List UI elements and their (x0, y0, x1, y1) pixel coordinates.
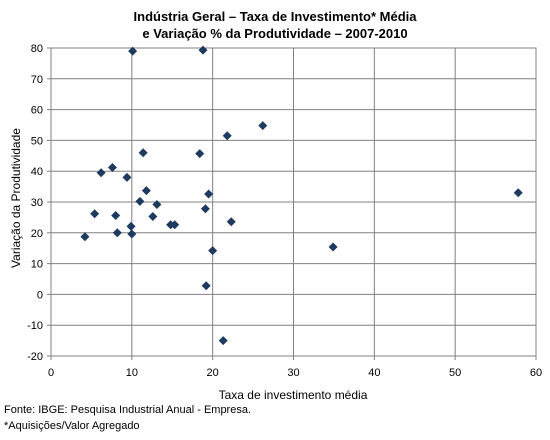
y-tick-label: 10 (31, 259, 43, 271)
chart-title-line-2: e Variação % da Produtividade – 2007-201… (142, 26, 407, 41)
data-point (127, 229, 137, 239)
footnote-asterisk: *Aquisições/Valor Agregado (4, 420, 140, 432)
data-point (513, 188, 523, 198)
y-tick-label: 0 (37, 289, 43, 301)
x-tick-label: 0 (48, 367, 54, 379)
data-point (111, 211, 121, 221)
data-point (126, 221, 136, 231)
data-point (152, 199, 162, 209)
data-point (226, 217, 236, 227)
y-tick-label: -20 (27, 351, 43, 363)
x-tick-label: 20 (207, 367, 219, 379)
data-point (112, 228, 122, 238)
data-point (148, 211, 158, 221)
data-point (208, 246, 218, 256)
data-point (107, 163, 117, 173)
data-point (135, 196, 145, 206)
data-point (328, 242, 338, 252)
y-tick-label: 20 (31, 228, 43, 240)
y-tick-label: 30 (31, 197, 43, 209)
x-tick-label: 30 (287, 367, 299, 379)
data-point (96, 168, 106, 178)
x-tick-label: 40 (368, 367, 380, 379)
x-axis-label: Taxa de investimento média (219, 388, 368, 402)
gridlines (47, 47, 537, 360)
y-tick-label: 50 (31, 135, 43, 147)
data-point (204, 189, 214, 199)
data-point (201, 281, 211, 291)
data-point (80, 232, 90, 242)
data-point (218, 336, 228, 346)
y-axis-label: Variação da Produtividade (9, 128, 23, 268)
data-point (258, 121, 268, 131)
x-tick-label: 50 (449, 367, 461, 379)
data-points (80, 45, 523, 346)
data-point (138, 148, 148, 158)
data-point (200, 204, 210, 214)
y-tick-label: -10 (27, 320, 43, 332)
data-point (222, 131, 232, 141)
y-tick-label: 40 (31, 166, 43, 178)
x-tick-label: 10 (126, 367, 138, 379)
data-point (90, 209, 100, 219)
y-tick-label: 70 (31, 74, 43, 86)
data-point (170, 220, 180, 230)
chart-title-line-1: Indústria Geral – Taxa de Investimento* … (134, 9, 418, 24)
data-point (195, 149, 205, 159)
y-tick-label: 60 (31, 105, 43, 117)
x-tick-label: 60 (530, 367, 542, 379)
x-tick-labels: 0 10 20 30 40 50 60 (48, 367, 542, 379)
source-note: Fonte: IBGE: Pesquisa Industrial Anual -… (4, 404, 252, 416)
data-point (141, 186, 151, 196)
data-point (128, 46, 138, 56)
y-tick-label: 80 (31, 43, 43, 55)
data-point (198, 45, 208, 55)
data-point (122, 172, 132, 182)
y-tick-labels: -20 -10 0 10 20 30 40 50 60 70 80 (27, 43, 43, 363)
